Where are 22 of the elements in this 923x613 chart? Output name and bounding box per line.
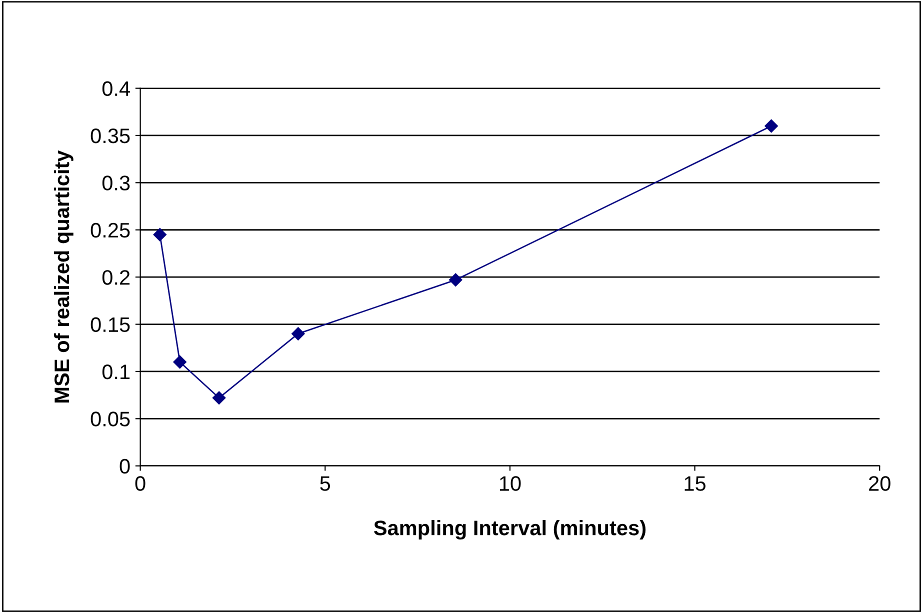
x-tick-label: 0 bbox=[135, 476, 146, 491]
x-axis-title: Sampling Interval (minutes) bbox=[374, 520, 646, 540]
y-tick-label: 0.2 bbox=[102, 270, 130, 285]
y-tick-label: 0.05 bbox=[90, 412, 130, 426]
y-tick-label: 0.3 bbox=[102, 176, 130, 190]
point bbox=[449, 273, 462, 286]
x-tick-label: 15 bbox=[684, 476, 706, 491]
x-tick-label: 20 bbox=[869, 476, 890, 491]
point bbox=[153, 228, 166, 242]
y-tick-label: 0.15 bbox=[90, 317, 130, 332]
point bbox=[173, 355, 186, 369]
y-tick-label: 0.1 bbox=[102, 364, 130, 380]
y-tick-label: 0.25 bbox=[90, 222, 130, 238]
point bbox=[292, 327, 305, 340]
y-tick-label: 0.35 bbox=[90, 128, 130, 144]
point bbox=[212, 391, 226, 404]
y-axis-title: MSE of realized quarticity bbox=[54, 150, 74, 402]
y-tick-label: 0.4 bbox=[102, 81, 130, 96]
x-tick-label: 5 bbox=[320, 476, 330, 491]
y-tick-label: 0 bbox=[120, 458, 130, 474]
x-tick-label: 10 bbox=[500, 476, 521, 491]
point bbox=[764, 119, 778, 133]
